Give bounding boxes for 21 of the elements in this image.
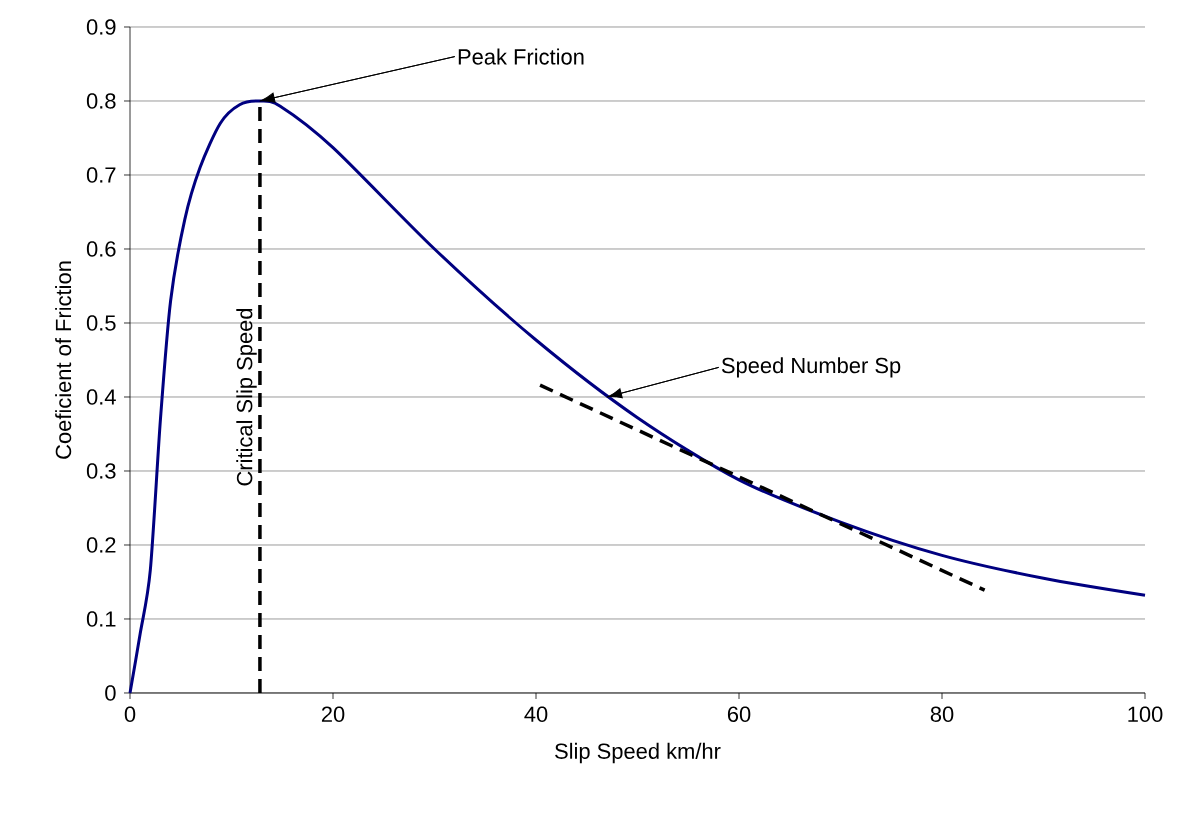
x-tick-label: 80 [930, 706, 954, 723]
y-tick-label: 0 [105, 685, 116, 701]
y-tick-label: 0.8 [86, 93, 116, 109]
x-tick-label: 0 [124, 706, 136, 723]
y-tick-label: 0.7 [86, 167, 116, 183]
text: Critical Slip Speed [236, 308, 257, 486]
y-tick-label: 0.1 [86, 611, 116, 627]
y-axis-title: Coeficient of Friction [55, 261, 72, 459]
y-tick-label: 0.5 [86, 315, 116, 331]
y-tick-label: 0.9 [86, 19, 116, 35]
y-tick-label: 0.3 [86, 463, 116, 479]
y-tick-label: 0.6 [86, 241, 116, 257]
x-tick-label: 60 [727, 706, 751, 723]
y-tick-label: 0.2 [86, 537, 116, 553]
annotation: Peak Friction [458, 48, 584, 65]
x-axis-title: Slip Speed km/hr [555, 742, 721, 764]
y-tick-label: 0.4 [86, 389, 116, 405]
x-tick-label: 20 [321, 706, 345, 723]
x-tick-label: 100 [1128, 706, 1163, 723]
annotation: Speed Number Sp [721, 357, 901, 378]
x-tick-label: 40 [524, 706, 548, 723]
